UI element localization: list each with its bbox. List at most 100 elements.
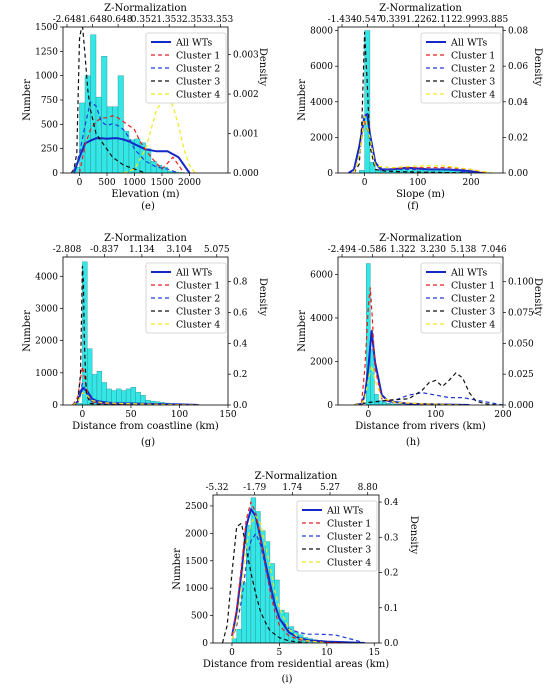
top-tick-label: 0.339	[380, 15, 406, 25]
x-tick-label: 0	[77, 178, 83, 188]
histogram-bar	[130, 387, 136, 405]
y2-tick-label: 0.8	[233, 278, 248, 288]
density-curve-cluster-3	[353, 31, 472, 173]
legend-entry: Cluster 1	[327, 519, 371, 530]
legend-entry: Cluster 2	[451, 64, 495, 75]
density-curve-cluster-3	[221, 522, 308, 643]
y-tick-label: 1500	[185, 557, 208, 567]
y-tick-label: 500	[191, 612, 208, 622]
density-curve-cluster-1	[354, 287, 463, 405]
density-curve-cluster-4	[231, 515, 327, 643]
top-tick-label: 2.353	[182, 15, 208, 25]
top-tick-label: -2.808	[53, 245, 82, 255]
x-tick-label: 5	[277, 648, 283, 658]
x-tick-label: 100	[409, 178, 426, 188]
x-tick-label: 0	[80, 410, 86, 420]
legend-entry: Cluster 4	[176, 320, 220, 331]
histogram-bar	[96, 371, 103, 405]
top-axis-title: Z-Normalization	[379, 233, 462, 244]
y2-tick-label: 0.2	[384, 569, 398, 579]
chart-panel-f: 0 100 200020004000600080000.000.020.040.06…	[297, 3, 543, 212]
y2-tick-label: 0.4	[384, 498, 399, 508]
x-tick-label: 2000	[178, 178, 201, 188]
density-curve-cluster-4	[354, 364, 463, 405]
density-curve-cluster-3	[70, 27, 146, 173]
y-tick-label: 3000	[35, 304, 58, 314]
legend-box	[420, 262, 502, 334]
top-tick-label: -2.494	[328, 245, 357, 255]
top-tick-label: 3.885	[482, 15, 508, 25]
top-tick-label: 8.80	[358, 483, 378, 493]
y2-tick-label: 0.0	[384, 639, 399, 649]
y-axis-label: Number	[297, 310, 308, 352]
top-tick-label: -0.837	[90, 245, 119, 255]
x-tick-label: 0	[365, 410, 371, 420]
legend-entry: All WTs	[450, 38, 487, 49]
histogram-bar	[117, 75, 124, 173]
legend-entry: All WTs	[175, 38, 212, 49]
legend-entry: Cluster 1	[176, 281, 220, 292]
chart-panel-i: 0 5 10 15 0 500 1000 1500 2000 2500 0.0 0.1 0.2 0.3 0.…	[172, 471, 419, 685]
y-tick-label: 4000	[35, 272, 58, 282]
top-tick-label: 5.138	[451, 245, 477, 255]
y2-tick-label: 0.00	[508, 169, 528, 179]
y-tick-label: 500	[41, 120, 58, 130]
legend-entry: Cluster 2	[327, 532, 371, 543]
y-tick-label: 2000	[310, 133, 333, 143]
y-tick-label: 4000	[310, 314, 333, 324]
y-tick-label: 2500	[185, 502, 208, 512]
y-tick-label: 750	[41, 96, 58, 106]
plot-frame	[337, 26, 504, 174]
y2-axis-label: Density	[408, 516, 419, 555]
y2-tick-label: 0.04	[508, 98, 528, 108]
y2-tick-label: 0.002	[233, 90, 259, 100]
top-tick-label: 7.046	[481, 245, 507, 255]
x-tick-label: 200	[494, 410, 511, 420]
top-tick-label: 3.353	[207, 15, 233, 25]
density-curve-cluster-4	[72, 392, 199, 405]
y2-tick-label: 0.1	[384, 604, 398, 614]
top-tick-label: 3.230	[420, 245, 446, 255]
x-axis-label: Distance from rivers (km)	[355, 421, 486, 432]
x-tick-label: 100	[427, 410, 444, 420]
y-tick-label: 6000	[310, 270, 333, 280]
y-tick-label: 0	[327, 169, 333, 179]
y2-tick-label: 0.050	[508, 339, 534, 349]
legend-entry: Cluster 1	[451, 51, 495, 62]
y-axis-label: Number	[297, 79, 308, 121]
chart-panel-e: 0 500 1000 1500 2000 0 250 500 750 1000 1250 1500 0.…	[22, 3, 268, 212]
histogram-bar	[95, 96, 102, 173]
legend-entry: All WTs	[450, 268, 487, 279]
top-axis-title: Z-Normalization	[379, 3, 462, 14]
y2-tick-label: 0.001	[233, 130, 259, 140]
y-axis-label: Number	[22, 79, 33, 121]
top-axis-title: Z-Normalization	[104, 233, 187, 244]
top-tick-label: 2.112	[431, 15, 457, 25]
x-tick-label: 150	[219, 410, 236, 420]
top-tick-label: 1.322	[390, 245, 416, 255]
top-tick-label: 1.226	[406, 15, 432, 25]
chart-panel-g: 0 50 100 150 0 1000 2000 3000 4000 0.0 0.2 0.4 0.6 0.…	[22, 233, 268, 448]
y-tick-label: 6000	[310, 62, 333, 72]
x-tick-label: 50	[125, 410, 137, 420]
density-curve-all-wts	[73, 137, 191, 173]
y2-tick-label: 0.000	[508, 401, 534, 411]
legend-entry: Cluster 2	[176, 64, 220, 75]
legend-entry: Cluster 2	[176, 294, 220, 305]
y-tick-label: 2000	[310, 357, 333, 367]
top-tick-label: -1.79	[243, 483, 266, 493]
legend-box	[145, 32, 227, 104]
histogram-bar	[375, 170, 381, 173]
histogram-bar	[106, 106, 113, 173]
y-tick-label: 1000	[35, 72, 58, 82]
legend-box	[296, 500, 378, 572]
y2-tick-label: 0.6	[233, 309, 248, 319]
y2-axis-label: Density	[532, 48, 543, 87]
legend: All WTs Cluster 1 Cluster 2 Cluster 3 Cluste…	[420, 32, 502, 104]
y-tick-label: 8000	[310, 27, 333, 37]
y-tick-label: 1500	[35, 23, 58, 33]
histogram-bar	[364, 30, 371, 173]
histogram-bar	[241, 582, 247, 643]
top-tick-label: 1.74	[282, 483, 302, 493]
